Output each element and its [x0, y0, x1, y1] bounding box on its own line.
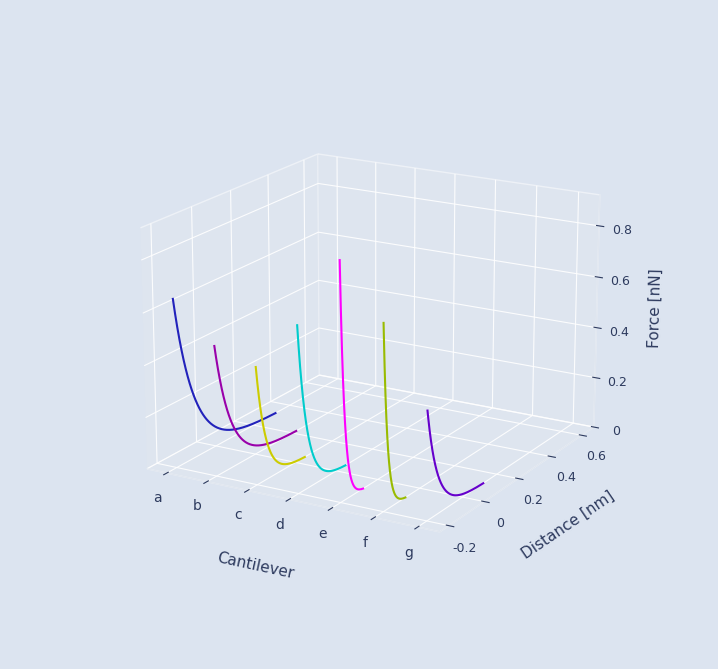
Y-axis label: Distance [nm]: Distance [nm]: [519, 488, 617, 561]
X-axis label: Cantilever: Cantilever: [215, 550, 295, 581]
